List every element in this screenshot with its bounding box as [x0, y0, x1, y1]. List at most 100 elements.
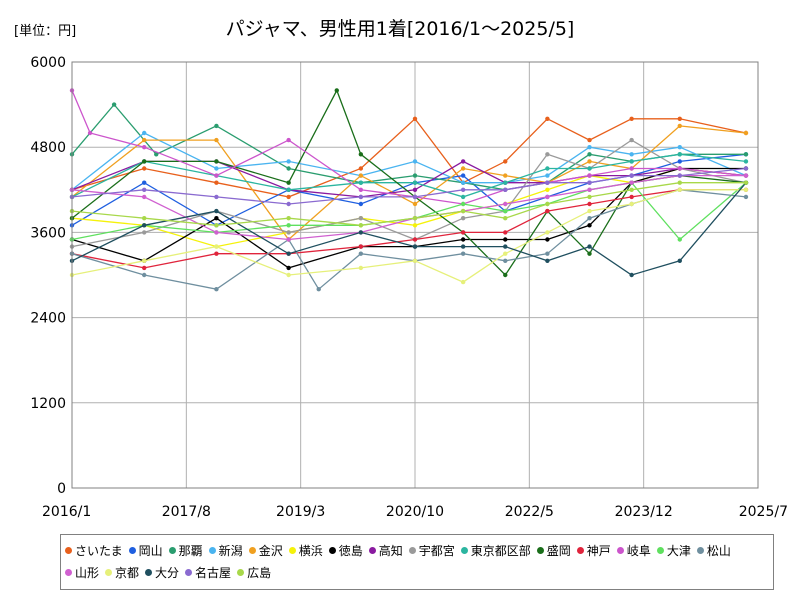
legend-swatch: [656, 546, 664, 554]
data-point: [677, 123, 682, 129]
legend-label: 盛岡: [546, 543, 571, 558]
data-point: [545, 251, 550, 256]
series-layer: [69, 88, 749, 292]
legend-swatch: [616, 546, 624, 554]
data-point: [677, 116, 682, 122]
data-point: [358, 187, 364, 192]
data-point: [214, 194, 219, 200]
data-point: [460, 166, 466, 171]
data-point: [743, 130, 749, 136]
data-point: [629, 201, 634, 207]
data-point: [214, 137, 219, 143]
data-point: [460, 187, 466, 192]
legend-label: 岡山: [138, 543, 163, 558]
legend-item: 松山: [696, 539, 731, 561]
data-point: [142, 180, 147, 185]
legend-item: 山形: [65, 561, 99, 583]
x-tick-label: 2020/10: [386, 504, 444, 520]
data-point: [358, 216, 364, 221]
data-point: [214, 244, 219, 249]
legend-item: 大分: [145, 561, 179, 583]
data-point: [142, 223, 147, 228]
data-point: [286, 223, 291, 228]
data-point: [214, 230, 219, 235]
legend-label: 広島: [247, 565, 272, 580]
data-point: [677, 152, 682, 157]
legend-swatch: [168, 546, 176, 554]
data-point: [286, 201, 291, 207]
data-point: [677, 237, 682, 242]
data-point: [587, 152, 592, 157]
data-point: [334, 88, 339, 93]
data-point: [503, 180, 508, 185]
series-line: [71, 103, 746, 191]
y-tick-label: 6000: [30, 55, 66, 71]
data-point: [545, 194, 550, 200]
data-point: [743, 159, 749, 164]
legend-item: 京都: [105, 561, 139, 583]
legend-swatch: [65, 568, 72, 576]
axes: 0 1200 2400 3600 4800 6000 2016/1 2017/8 2019/3 2…: [30, 55, 788, 520]
legend-label: 高知: [378, 543, 403, 558]
y-tick-label: 3600: [30, 225, 66, 241]
data-point: [460, 216, 466, 221]
data-point: [142, 145, 147, 150]
data-point: [214, 251, 219, 256]
data-point: [629, 116, 634, 122]
data-point: [286, 216, 291, 221]
data-point: [545, 116, 550, 122]
legend-swatch: [328, 546, 336, 554]
data-point: [545, 152, 550, 157]
data-point: [629, 272, 634, 278]
legend-item: 高知: [368, 539, 403, 561]
data-point: [358, 223, 364, 228]
data-point: [503, 201, 508, 207]
data-point: [587, 159, 592, 164]
legend-label: 宇都宮: [418, 543, 455, 558]
data-point: [677, 187, 682, 192]
data-point: [545, 180, 550, 185]
data-point: [358, 244, 364, 249]
legend-swatch: [185, 568, 193, 576]
legend-swatch: [696, 546, 704, 554]
legend-item: 神戸: [576, 539, 611, 561]
data-point: [358, 180, 364, 185]
data-point: [358, 152, 364, 157]
data-point: [358, 173, 364, 178]
x-tick-label: 2019/3: [276, 504, 325, 520]
series-line: [71, 90, 747, 205]
data-point: [460, 201, 466, 207]
data-point: [460, 159, 466, 164]
data-point: [743, 187, 749, 192]
data-point: [587, 208, 592, 214]
data-point: [358, 194, 364, 200]
data-point: [677, 145, 682, 150]
data-point: [412, 187, 418, 192]
legend-item: 新潟: [208, 539, 243, 561]
data-point: [286, 265, 291, 271]
data-point: [214, 166, 219, 171]
data-point: [545, 237, 550, 242]
legend-swatch: [65, 546, 72, 554]
data-point: [286, 272, 291, 278]
data-point: [629, 187, 634, 192]
data-point: [743, 152, 749, 157]
legend-label: 松山: [706, 543, 731, 558]
data-point: [460, 180, 466, 185]
x-tick-label: 2022/5: [505, 504, 554, 520]
data-point: [142, 187, 147, 192]
data-point: [286, 187, 291, 192]
data-point: [214, 123, 219, 129]
data-point: [460, 279, 466, 285]
data-point: [460, 244, 466, 249]
data-point: [587, 251, 592, 256]
legend-label: 横浜: [298, 543, 323, 558]
data-point: [142, 216, 147, 221]
data-point: [629, 152, 634, 157]
legend-item: 東京都区部: [460, 539, 531, 561]
data-point: [677, 173, 682, 178]
data-point: [677, 258, 682, 263]
data-point: [142, 137, 147, 143]
data-point: [677, 159, 682, 164]
data-point: [286, 237, 291, 242]
